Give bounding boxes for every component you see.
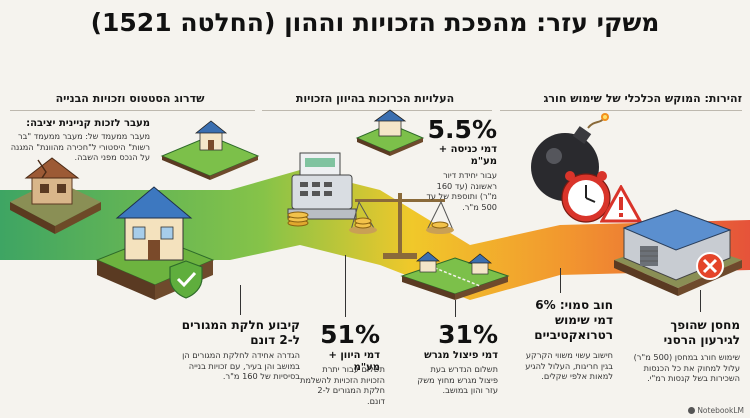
progress-band — [0, 170, 750, 300]
pointer-line — [700, 290, 701, 312]
shield-check-icon — [169, 260, 203, 299]
pointer-line — [455, 300, 456, 317]
house-on-plot-icon — [160, 120, 260, 180]
entry-fee-label: דמי כניסה + מע"מ — [438, 144, 497, 167]
pointer-line — [560, 268, 561, 293]
bomb-debt-description: חישוב עשוי משווי הקרקע בגין חריגות, העלו… — [525, 350, 613, 381]
small-house-plot-icon — [355, 109, 425, 156]
split-fee-value: 31% — [438, 320, 498, 349]
warehouse-icon — [614, 209, 742, 296]
brand-mark-icon — [688, 407, 696, 414]
column-heading-costs: העלויות הכרוכות בהיוון הזכויות — [295, 92, 455, 105]
split-fee-description: תשלום הנדרש בעת פיצול מגרש מחוץ משק עזר … — [417, 364, 498, 395]
transition-description: מעבר ממעמד של: מעבר ממעמד "בר רשות" היסט… — [10, 131, 150, 162]
divider — [10, 110, 255, 111]
split-fee-label: דמי פיצול מגרש — [424, 350, 498, 361]
capitalization-fee-value: 51% — [320, 320, 380, 349]
brand-logo: NotebookLM — [688, 406, 744, 415]
bomb-debt-title: חוב סמוי: 6% דמי שימוש רטרואקטיביים — [534, 298, 613, 342]
brand-name: NotebookLM — [697, 406, 744, 415]
entry-fee-value: 5.5% — [427, 115, 497, 144]
plot-description: הגדרה אחידה לחלקת המגורים הן במושב והן ב… — [182, 350, 300, 381]
pointer-line — [240, 285, 241, 315]
column-heading-warning: זהירות: המוקש הכלכלי של שימוש חורג — [543, 92, 742, 105]
pointer-line — [345, 255, 346, 317]
split-plot-houses-icon — [400, 251, 510, 300]
warning-triangle-icon — [600, 185, 642, 223]
column-heading-rights: שדרוג הסטטוס וזכויות הבנייה — [55, 92, 205, 105]
transition-title: מעבר לזכות קניינית יציבה: — [26, 118, 150, 129]
alarm-clock-icon — [561, 171, 611, 223]
entry-fee-description: עבור יחידת דיור ראשונה (עד 160 מ"ר) ותוס… — [426, 170, 497, 212]
ruined-house-icon — [10, 157, 101, 234]
cash-register-icon — [287, 152, 357, 227]
divider — [262, 110, 492, 111]
page-title: משקי עזר: מהפכת הזכויות וההון (החלטה 152… — [90, 8, 660, 37]
plot-title: קיבוע חלקת המגורים ל-2 דונם — [181, 318, 300, 347]
balance-scale-icon — [349, 193, 454, 259]
warehouse-title: מחסן שהופך לגירעון הרסני — [663, 318, 740, 347]
warehouse-description: שימוש חורג במחסן (500 מ"ר) עלול למחוק את… — [633, 352, 740, 383]
capitalization-fee-label: דמי היוון + מע"מ — [328, 350, 380, 373]
divider — [500, 110, 742, 111]
capitalization-fee-description: תשלום עבור יתרת הזכויות הזכויות להשלמת ח… — [300, 364, 385, 406]
